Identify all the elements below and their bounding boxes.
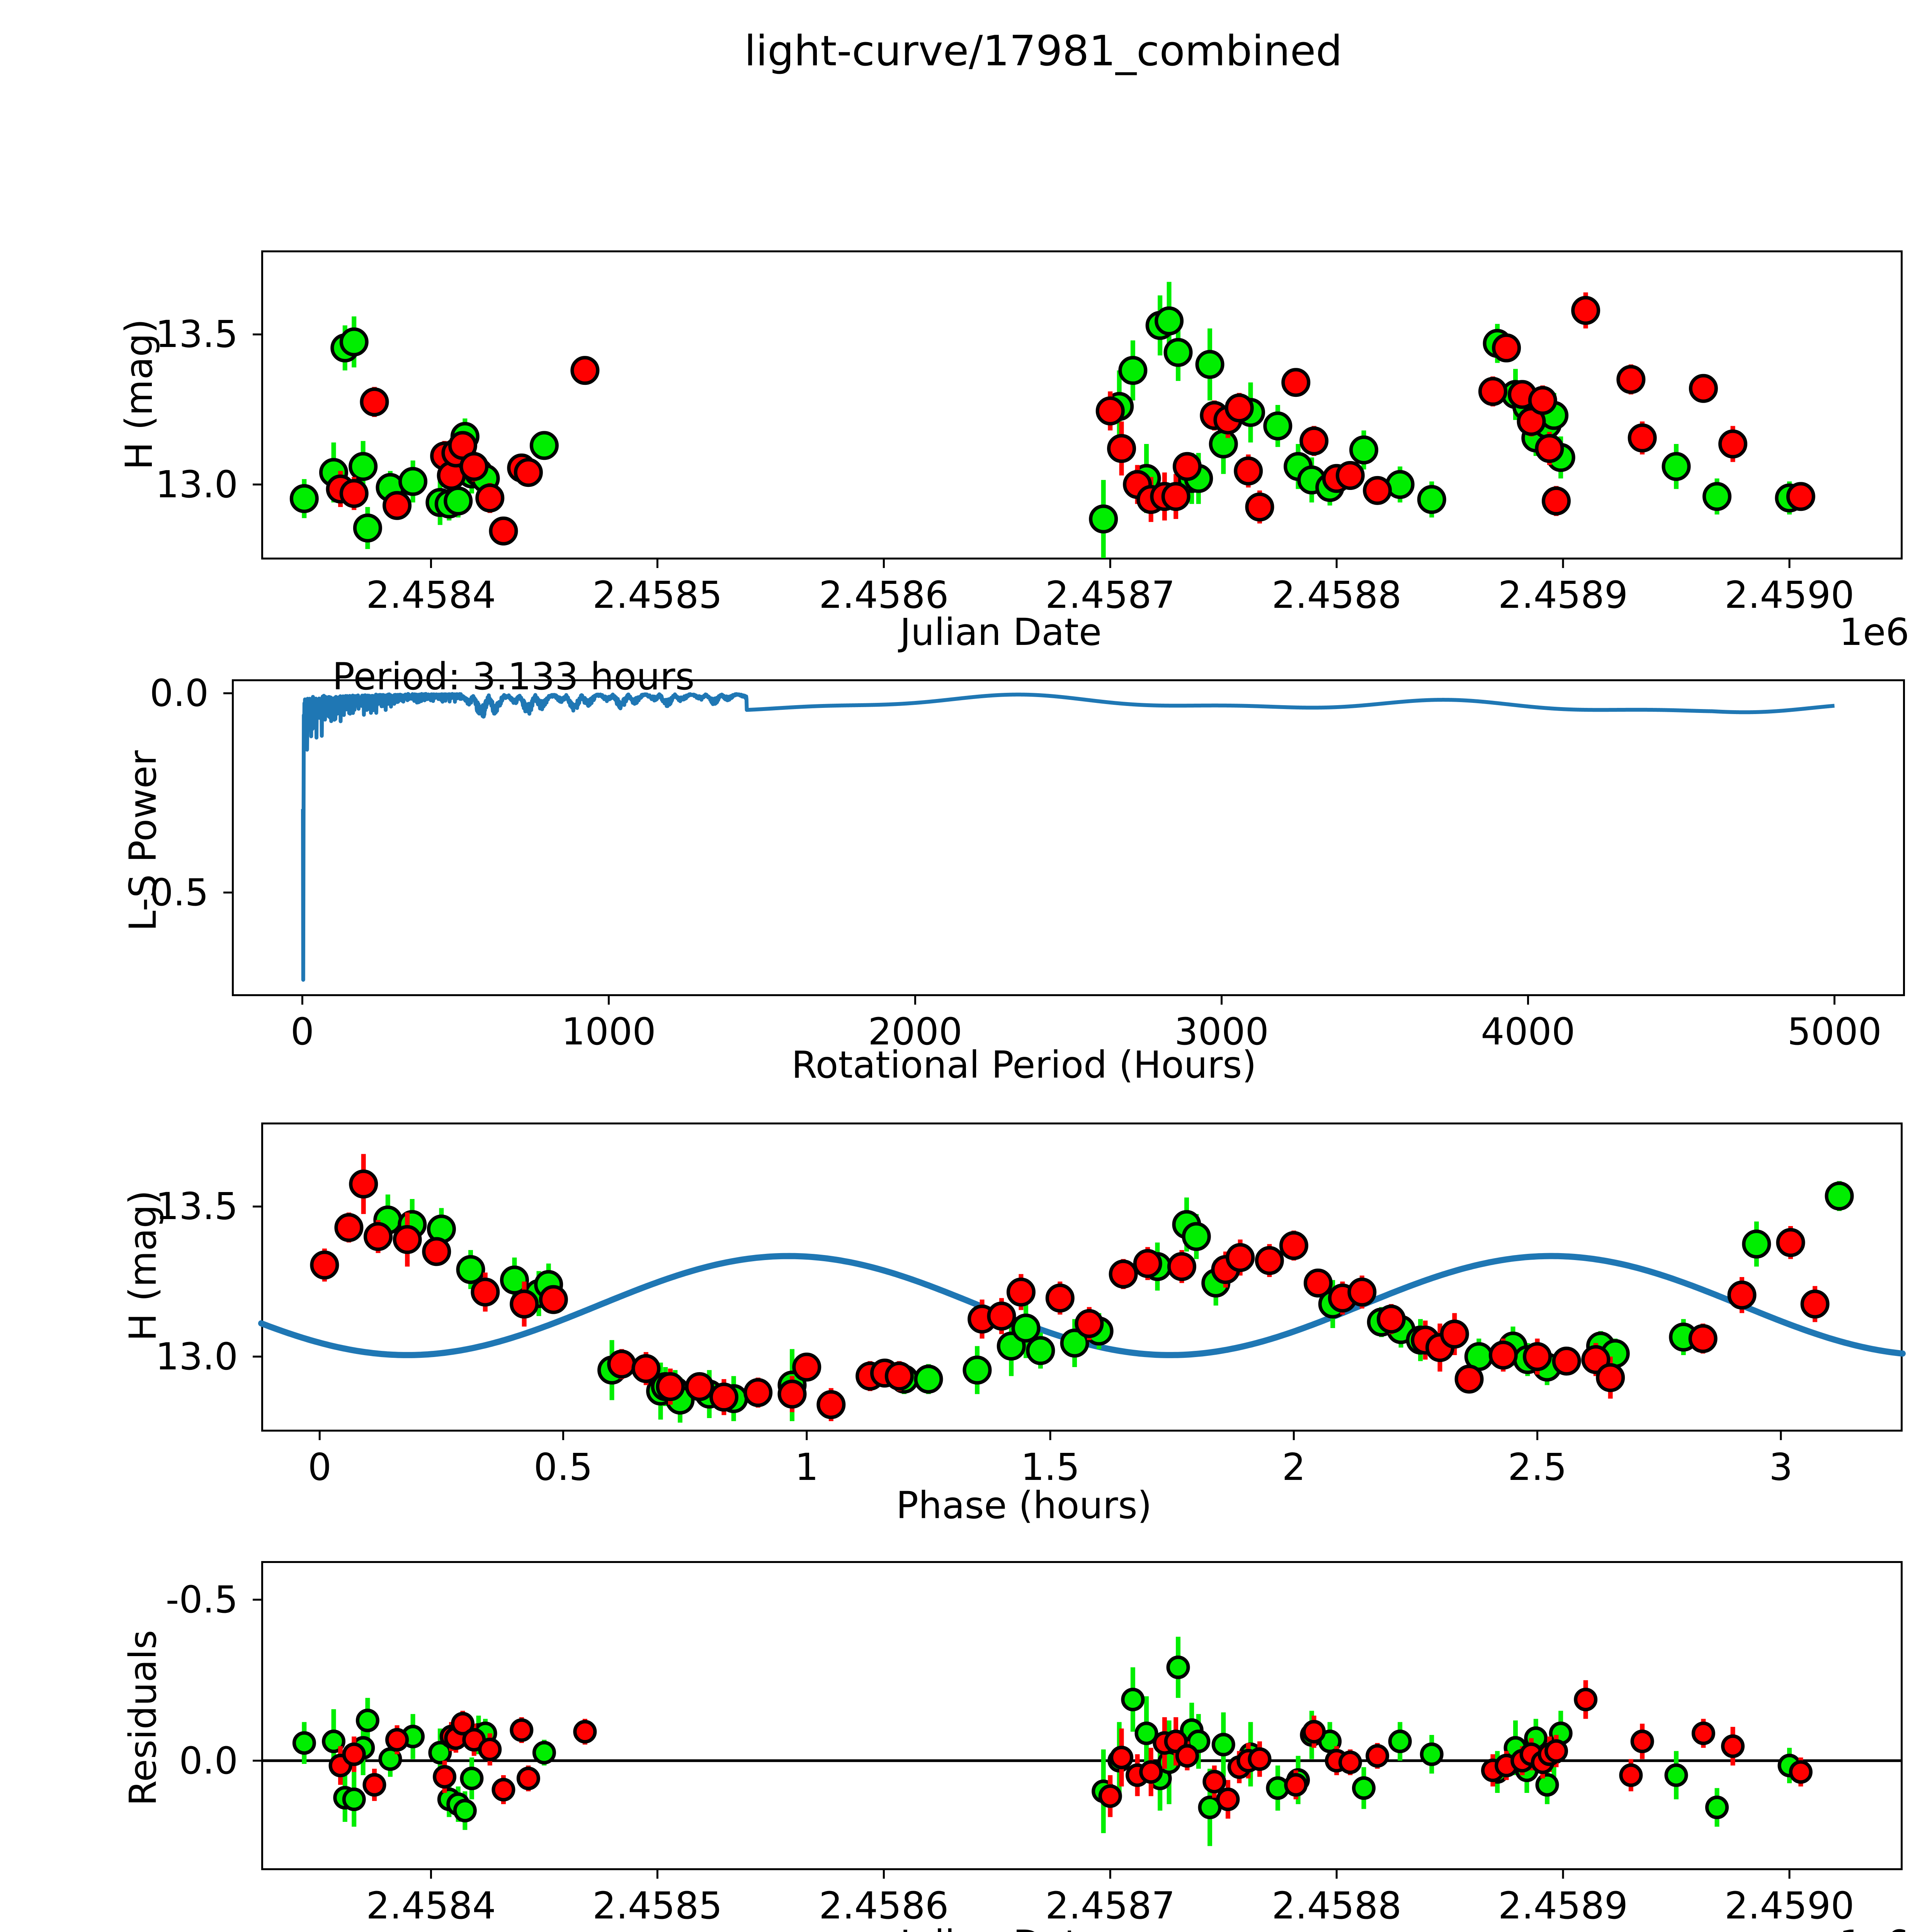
panel-residuals: [261, 1561, 1903, 1870]
lightcurve-ytick-13.5: 13.5: [155, 313, 238, 356]
phase-ylabel: H (mag): [121, 1190, 165, 1341]
phase-xtick-0.5: 0.5: [534, 1446, 593, 1489]
periodogram-xtick-4000: 4000: [1481, 1010, 1575, 1053]
residuals-xtick-2458600: 2.4586: [819, 1884, 949, 1927]
residuals-xtick-2458700: 2.4587: [1045, 1884, 1175, 1927]
residuals-xtick-2458800: 2.4588: [1272, 1884, 1402, 1927]
periodogram-xtick-3000: 3000: [1174, 1010, 1269, 1053]
lightcurve-ylabel: H (mag): [117, 319, 161, 470]
periodogram-xtick-2000: 2000: [868, 1010, 963, 1053]
periodogram-ytick-0: 0.0: [150, 672, 209, 715]
figure-title: light-curve/17981_combined: [744, 27, 1342, 75]
panel-phase: [261, 1122, 1903, 1432]
residuals-xtick-2458900: 2.4589: [1498, 1884, 1628, 1927]
panel-lightcurve: [261, 250, 1903, 560]
lightcurve-xtick-2458900: 2.4589: [1498, 573, 1628, 617]
lightcurve-xtick-2458800: 2.4588: [1272, 573, 1402, 617]
lightcurve-x-offset: 1e6: [1839, 611, 1910, 654]
lightcurve-xtick-2458500: 2.4585: [592, 573, 723, 617]
residuals-ytick--0.5: -0.5: [165, 1578, 238, 1621]
residuals-xtick-2458500: 2.4585: [592, 1884, 723, 1927]
phase-xtick-1: 1: [795, 1446, 819, 1489]
periodogram-xtick-5000: 5000: [1787, 1010, 1882, 1053]
periodogram-xtick-0: 0: [290, 1010, 314, 1053]
phase-xtick-2: 2: [1282, 1446, 1306, 1489]
lightcurve-xlabel: Julian Date: [900, 611, 1102, 654]
residuals-xtick-2458400: 2.4584: [366, 1884, 496, 1927]
residuals-x-offset: 1e6: [1839, 1922, 1909, 1932]
lightcurve-xtick-2458600: 2.4586: [819, 573, 949, 617]
lightcurve-xtick-2459000: 2.4590: [1725, 573, 1854, 617]
lightcurve-xtick-2458700: 2.4587: [1045, 573, 1175, 617]
phase-xtick-2.5: 2.5: [1508, 1446, 1567, 1489]
lightcurve-xtick-2458400: 2.4584: [366, 573, 496, 617]
periodogram-title: Period: 3.133 hours: [332, 655, 695, 698]
phase-ytick-13: 13.0: [155, 1335, 238, 1378]
residuals-xtick-2459000: 2.4590: [1725, 1884, 1854, 1927]
panel-periodogram: [232, 679, 1905, 996]
phase-xlabel: Phase (hours): [896, 1484, 1152, 1527]
periodogram-ytick-0.5: 0.5: [150, 871, 209, 914]
lightcurve-ytick-13: 13.0: [155, 463, 238, 506]
periodogram-xlabel: Rotational Period (Hours): [791, 1043, 1257, 1087]
residuals-xlabel: Julian Date: [866, 1922, 1136, 1932]
phase-ytick-13.5: 13.5: [155, 1185, 238, 1228]
residuals-ytick-0: 0.0: [179, 1739, 238, 1782]
residuals-ylabel: Residuals: [121, 1630, 165, 1806]
periodogram-xtick-1000: 1000: [561, 1010, 656, 1053]
phase-xtick-3: 3: [1769, 1446, 1793, 1489]
phase-xtick-1.5: 1.5: [1020, 1446, 1080, 1489]
phase-xtick-0: 0: [308, 1446, 332, 1489]
